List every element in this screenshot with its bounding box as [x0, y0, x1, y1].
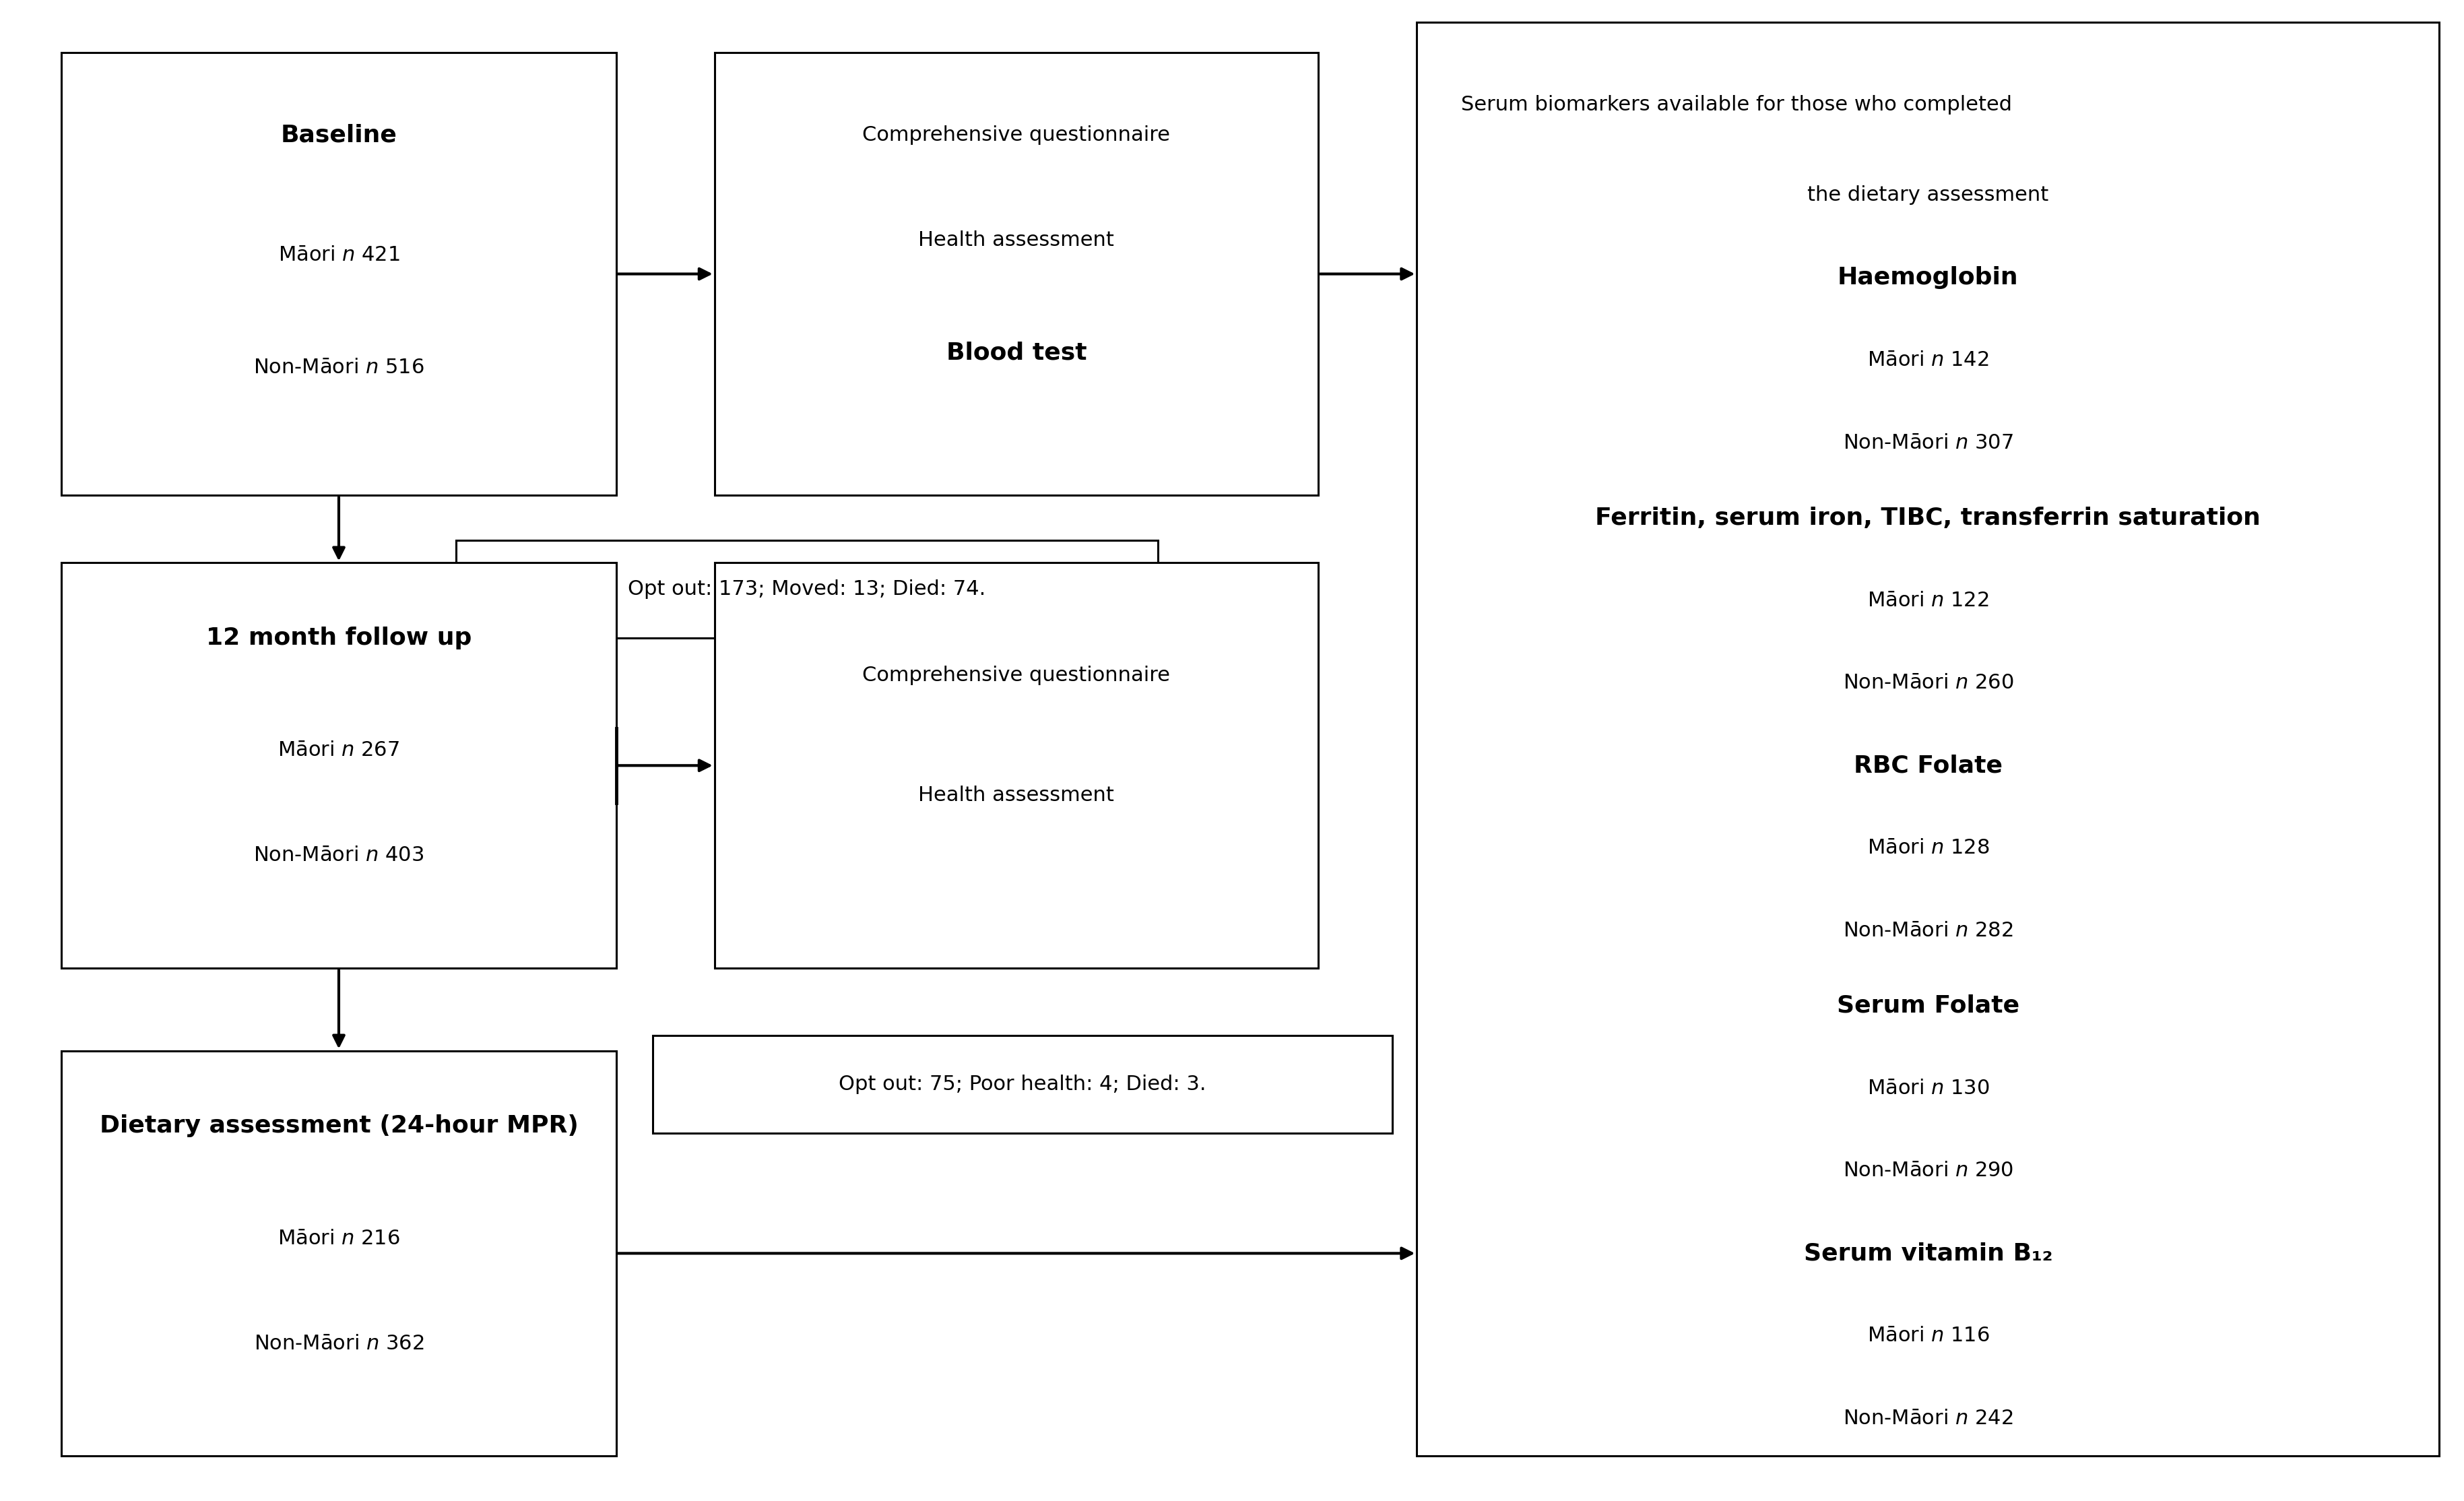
Text: Dietary assessment (24-hour MPR): Dietary assessment (24-hour MPR)	[99, 1114, 579, 1138]
Bar	[62, 53, 616, 495]
Text: Māori $n$ 116: Māori $n$ 116	[1868, 1325, 1988, 1346]
Bar	[62, 563, 616, 968]
Text: RBC Folate: RBC Folate	[1853, 754, 2003, 778]
Text: Māori $n$ 128: Māori $n$ 128	[1868, 838, 1988, 859]
Text: Serum biomarkers available for those who completed: Serum biomarkers available for those who…	[1461, 95, 2013, 116]
Text: Comprehensive questionnaire: Comprehensive questionnaire	[862, 125, 1170, 146]
Text: Baseline: Baseline	[281, 123, 397, 147]
Text: Non-Māori $n$ 242: Non-Māori $n$ 242	[1843, 1408, 2013, 1429]
Text: the dietary assessment: the dietary assessment	[1809, 185, 2048, 206]
Bar	[62, 1051, 616, 1456]
Text: Ferritin, serum iron, TIBC, transferrin saturation: Ferritin, serum iron, TIBC, transferrin …	[1594, 506, 2262, 530]
Bar	[1417, 23, 2439, 1456]
Text: Opt out: 75; Poor health: 4; Died: 3.: Opt out: 75; Poor health: 4; Died: 3.	[838, 1075, 1207, 1094]
Text: Haemoglobin: Haemoglobin	[1838, 266, 2018, 290]
Text: Māori $n$ 142: Māori $n$ 142	[1868, 350, 1988, 371]
Bar	[456, 540, 1158, 638]
Text: Māori $n$ 122: Māori $n$ 122	[1868, 590, 1988, 611]
Text: Non-Māori $n$ 282: Non-Māori $n$ 282	[1843, 920, 2013, 941]
Text: Māori $n$ 421: Māori $n$ 421	[278, 245, 399, 266]
Text: Non-Māori $n$ 307: Non-Māori $n$ 307	[1843, 432, 2013, 453]
Text: 12 month follow up: 12 month follow up	[207, 626, 471, 650]
Text: Māori $n$ 267: Māori $n$ 267	[278, 740, 399, 761]
Text: Māori $n$ 216: Māori $n$ 216	[278, 1228, 399, 1249]
Bar	[715, 53, 1318, 495]
Text: Serum vitamin B₁₂: Serum vitamin B₁₂	[1804, 1241, 2053, 1265]
Text: Non-Māori $n$ 260: Non-Māori $n$ 260	[1843, 672, 2013, 693]
Text: Health assessment: Health assessment	[919, 230, 1114, 251]
Text: Opt out: 173; Moved: 13; Died: 74.: Opt out: 173; Moved: 13; Died: 74.	[628, 579, 986, 599]
Text: Health assessment: Health assessment	[919, 785, 1114, 806]
Text: Māori $n$ 130: Māori $n$ 130	[1868, 1078, 1988, 1099]
Text: Serum Folate: Serum Folate	[1836, 994, 2020, 1018]
Text: Comprehensive questionnaire: Comprehensive questionnaire	[862, 665, 1170, 686]
Bar	[653, 1036, 1392, 1133]
Text: Non-Māori $n$ 516: Non-Māori $n$ 516	[254, 357, 424, 378]
Text: Non-Māori $n$ 362: Non-Māori $n$ 362	[254, 1333, 424, 1354]
Text: Blood test: Blood test	[946, 341, 1087, 365]
Text: Non-Māori $n$ 403: Non-Māori $n$ 403	[254, 845, 424, 866]
Bar	[715, 563, 1318, 968]
Text: Non-Māori $n$ 290: Non-Māori $n$ 290	[1843, 1160, 2013, 1181]
